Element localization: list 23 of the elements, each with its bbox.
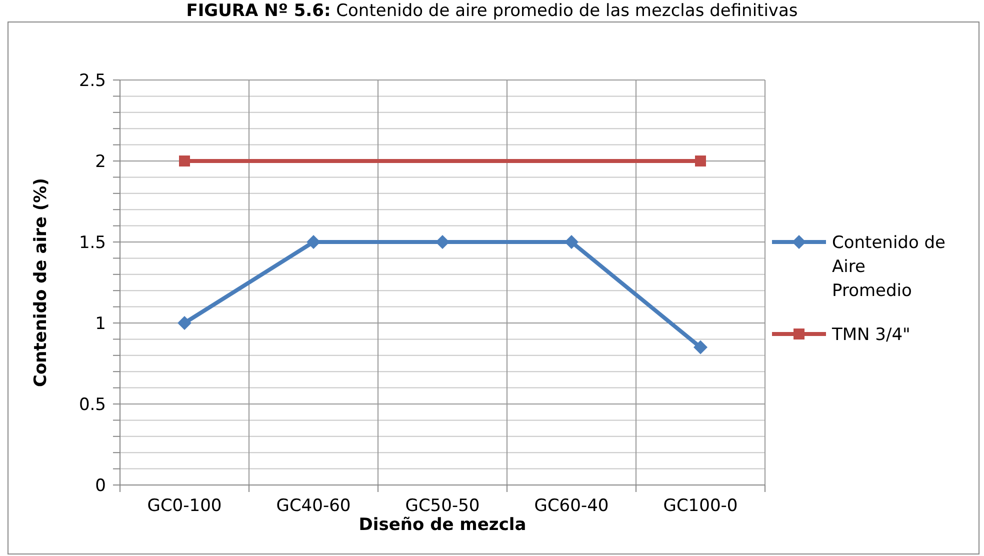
point [436, 235, 450, 249]
point [564, 235, 578, 249]
legend-label: TMN 3/4" [831, 324, 910, 345]
y-tick-label: 2.5 [78, 70, 106, 91]
y-axis-title: Contenido de aire (%) [31, 178, 51, 387]
point [179, 156, 190, 166]
y-tick-label: 1 [95, 314, 106, 334]
y-tick-label: 2 [95, 152, 106, 172]
point [695, 156, 706, 166]
point [306, 235, 320, 249]
x-tick-label: GC0-100 [147, 496, 222, 516]
y-tick-label: 0 [95, 476, 106, 496]
legend-label: Contenido de Aire Promedio [832, 232, 946, 301]
y-tick-label: 0.5 [78, 394, 106, 415]
x-tick-label: GC100-0 [663, 496, 738, 516]
x-axis-title: Diseño de mezcla [358, 515, 526, 535]
x-tick-label: GC60-40 [534, 496, 609, 516]
y-tick-label: 1.5 [78, 232, 106, 253]
x-tick-label: GC40-60 [276, 496, 351, 516]
chart-title: FIGURA Nº 5.6: Contenido de aire promedio de las mezclas definitivas [186, 1, 798, 21]
x-tick-label: GC50-50 [405, 496, 480, 516]
point [694, 340, 708, 354]
point [178, 316, 192, 330]
